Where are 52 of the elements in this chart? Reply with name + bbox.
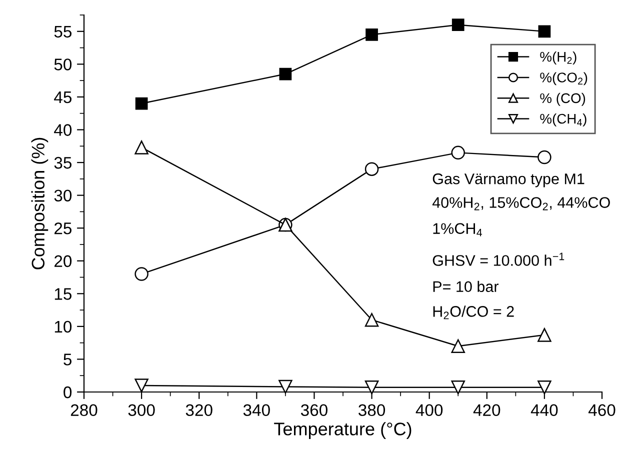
annotation: GHSV = 10.000 h$^{−1}$ xyxy=(432,252,564,266)
x-tick-label: 400 xyxy=(416,404,443,416)
x-tick-label: 280 xyxy=(70,404,98,416)
x-tick-label: 460 xyxy=(588,404,616,416)
y-tick-label: 10 xyxy=(54,320,72,333)
point xyxy=(278,380,292,394)
point xyxy=(538,25,551,38)
y-tick-label: 30 xyxy=(54,190,72,202)
y-tick-label: 25 xyxy=(54,222,72,234)
legend-label: %(CO$_{2}$) xyxy=(540,72,588,86)
legend-label: %(H$_{2}$) xyxy=(540,52,576,64)
y-tick-label: 15 xyxy=(54,288,72,300)
point xyxy=(451,339,465,353)
point xyxy=(538,380,552,394)
point xyxy=(134,267,148,281)
y-tick-label: 40 xyxy=(54,124,72,136)
x-tick-label: 440 xyxy=(530,404,558,416)
y-tick-label: 5 xyxy=(64,354,72,366)
y-tick-label: 35 xyxy=(54,156,72,169)
point xyxy=(364,313,379,327)
point xyxy=(135,97,148,110)
point xyxy=(364,380,379,394)
legend-label: %(CH$_{4}$) xyxy=(540,113,586,126)
point xyxy=(134,140,148,154)
point xyxy=(279,68,292,80)
y-tick-label: 45 xyxy=(54,92,72,104)
y-tick-label: 20 xyxy=(54,255,72,268)
x-tick-label: 360 xyxy=(300,404,328,416)
x-axis-title: Temperature (°C) xyxy=(274,422,412,439)
annotation: 40%H$_{2}$, 15%CO$_{2}$, 44%CO xyxy=(432,197,610,210)
point xyxy=(364,162,379,176)
point xyxy=(538,150,552,164)
annotation: Gas Värnamo type M1 xyxy=(432,173,584,188)
annotation: 1%CH$_{4}$ xyxy=(433,223,482,236)
point xyxy=(451,146,465,160)
point xyxy=(452,18,464,32)
y-tick-label: 55 xyxy=(54,26,72,38)
x-tick-label: 380 xyxy=(358,404,386,416)
x-tick-label: 320 xyxy=(186,404,212,416)
point xyxy=(538,328,552,342)
y-tick-label: 50 xyxy=(54,58,72,70)
y-tick-label: 0 xyxy=(64,386,72,398)
x-tick-label: 340 xyxy=(243,404,270,416)
x-tick-label: 300 xyxy=(128,404,155,416)
annotation: P= 10 bar xyxy=(433,280,499,292)
point xyxy=(451,380,465,394)
point xyxy=(134,378,148,392)
annotation: H$_{2}$O/CO = 2 xyxy=(433,306,514,320)
x-tick-label: 420 xyxy=(473,404,500,416)
y-axis-title: Composition (%) xyxy=(31,138,48,270)
point xyxy=(366,28,378,41)
legend-label: % (CO) xyxy=(540,92,586,106)
